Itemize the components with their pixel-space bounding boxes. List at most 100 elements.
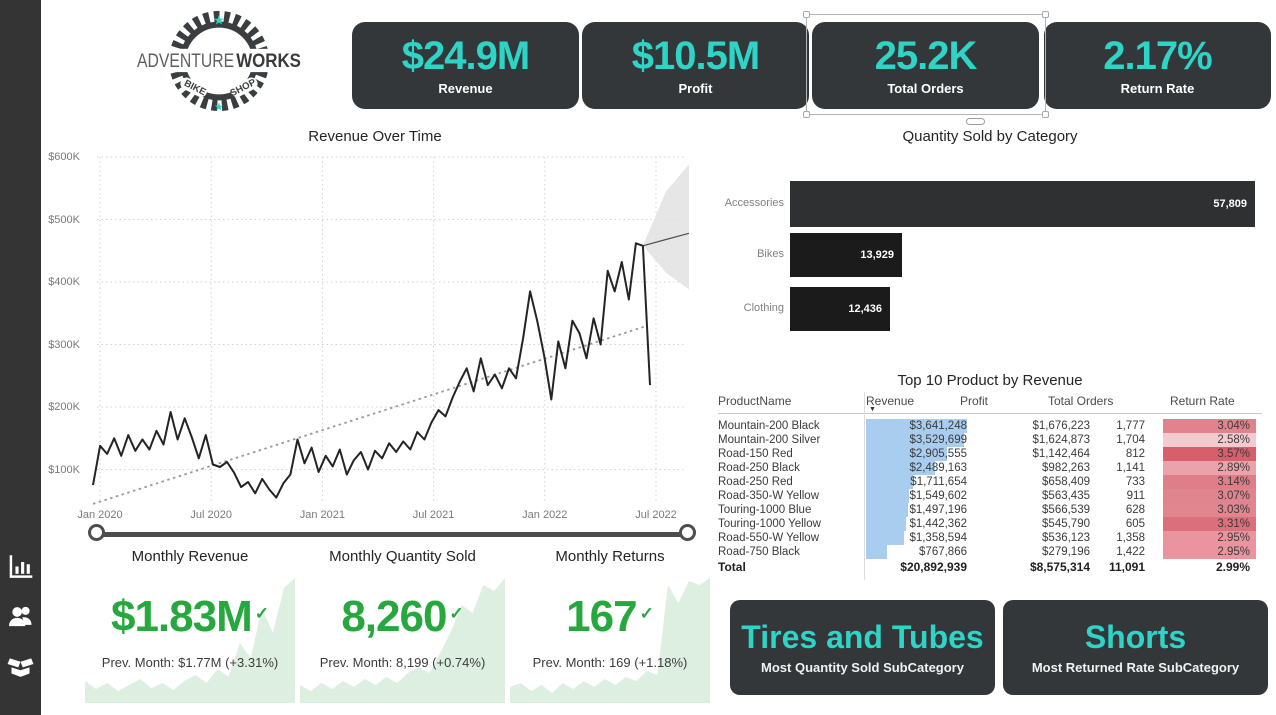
x-axis-tick: Jul 2021 <box>412 509 455 521</box>
table-header[interactable]: ProductName Revenue ▼ Profit Total Order… <box>718 392 1262 414</box>
monthly-returns-title: Monthly Returns <box>555 548 665 565</box>
top-products-table[interactable]: Top 10 Product by Revenue ProductName Re… <box>718 372 1262 580</box>
logo-star-top-icon: ★ <box>213 13 225 28</box>
kpi-label: Revenue <box>438 80 493 96</box>
goal-met-check-icon: ✓ <box>254 604 269 623</box>
kpi-card-total-orders[interactable]: 25.2K Total Orders <box>812 22 1039 109</box>
sort-desc-icon: ▼ <box>869 406 876 413</box>
x-axis-tick: Jul 2020 <box>190 509 232 521</box>
category-label: Clothing <box>743 302 784 314</box>
return-rate-heat-cell: 3.57% <box>1163 447 1256 461</box>
table-row[interactable]: Road-350-W Yellow $1,549,602 $563,435 911 3.… <box>718 489 1262 503</box>
revenue-data-bar <box>866 531 904 545</box>
table-total-row: Total $20,892,939 $8,575,314 11,091 2.99… <box>718 560 1250 574</box>
category-label: Bikes <box>757 248 784 260</box>
nav-sidebar <box>0 0 41 715</box>
x-axis-tick: Jul 2022 <box>635 509 677 521</box>
return-rate-heat-cell: 3.04% <box>1163 419 1256 433</box>
monthly-quantity-title: Monthly Quantity Sold <box>329 548 476 565</box>
table-row[interactable]: Road-250 Red $1,711,654 $658,409 733 3.14% <box>718 475 1262 489</box>
subcategory-label: Most Quantity Sold SubCategory <box>761 659 964 675</box>
monthly-revenue-kpi[interactable]: $1.83M ✓ Prev. Month: $1.77M (+3.31%) <box>85 575 295 703</box>
kpi-card-revenue[interactable]: $24.9M Revenue <box>352 22 579 109</box>
bar-value-label: 13,929 <box>860 249 894 261</box>
bar-value-label: 57,809 <box>1213 198 1247 210</box>
return-rate-heat-cell: 2.89% <box>1163 461 1256 475</box>
return-rate-heat-cell: 3.14% <box>1163 475 1256 489</box>
return-rate-heat-cell: 2.58% <box>1163 433 1256 447</box>
monthly-returns-kpi[interactable]: 167 ✓ Prev. Month: 169 (+1.18%) <box>510 575 710 703</box>
y-axis-tick: $600K <box>48 151 80 163</box>
sparkline-area <box>85 578 295 703</box>
kpi-value: 2.17% <box>1103 33 1212 78</box>
revenue-chart-title: Revenue Over Time <box>308 128 442 145</box>
revenue-data-bar <box>866 475 913 489</box>
y-axis-tick: $400K <box>48 276 80 288</box>
kpi-subtext: Prev. Month: $1.77M (+3.31%) <box>101 655 279 670</box>
kpi-value: 167 <box>566 592 637 641</box>
category-bar-bikes[interactable]: 13,929 <box>790 233 902 277</box>
category-chart-title: Quantity Sold by Category <box>902 128 1078 145</box>
adventureworks-logo: ADVENTURE WORKS BIKE SHOP ★ ★ <box>133 6 305 120</box>
subcategory-value: Tires and Tubes <box>741 618 984 655</box>
table-row[interactable]: Mountain-200 Black $3,641,248 $1,676,223 1,… <box>718 419 1262 433</box>
revenue-line <box>92 242 651 499</box>
product-table-rows: Mountain-200 Black $3,641,248 $1,676,223 1,… <box>718 392 1262 580</box>
subcategory-value: Shorts <box>1084 618 1187 655</box>
kpi-label: Profit <box>678 80 713 96</box>
kpi-value: 8,260 <box>341 592 447 641</box>
logo-brand-bold: WORKS <box>236 51 301 72</box>
kpi-value: 25.2K <box>874 33 978 78</box>
kpi-label: Total Orders <box>887 80 964 96</box>
kpi-card-profit[interactable]: $10.5M Profit <box>582 22 809 109</box>
visual-resize-handle[interactable] <box>966 118 985 125</box>
monthly-quantity-kpi[interactable]: 8,260 ✓ Prev. Month: 8,199 (+0.74%) <box>300 575 505 703</box>
bar-chart-icon[interactable] <box>7 553 34 580</box>
table-row[interactable]: Touring-1000 Blue $1,497,196 $566,539 628 3.… <box>718 503 1262 517</box>
open-box-icon[interactable] <box>7 651 34 678</box>
col-header-profit[interactable]: Profit <box>960 394 989 408</box>
col-header-total-orders[interactable]: Total Orders <box>1048 394 1114 408</box>
kpi-subtext: Prev. Month: 8,199 (+0.74%) <box>319 655 486 670</box>
col-header-return-rate[interactable]: Return Rate <box>1170 394 1235 408</box>
revenue-data-bar <box>866 503 908 517</box>
time-range-slider-handle-right[interactable] <box>679 524 696 541</box>
kpi-value: $1.83M <box>110 592 253 641</box>
y-axis-tick: $300K <box>48 338 80 351</box>
goal-met-check-icon: ✓ <box>449 604 464 623</box>
y-axis-tick: $500K <box>48 213 80 226</box>
table-row[interactable]: Road-750 Black $767,866 $279,196 1,422 2.95% <box>718 545 1262 559</box>
most-returned-subcategory-card[interactable]: Shorts Most Returned Rate SubCategory <box>1003 600 1268 695</box>
revenue-line-chart[interactable] <box>85 150 691 506</box>
gridlines <box>97 156 685 502</box>
table-row[interactable]: Touring-1000 Yellow $1,442,362 $545,790 605… <box>718 517 1262 531</box>
forecast-line <box>642 232 690 247</box>
table-row[interactable]: Road-550-W Yellow $1,358,594 $536,123 1,358… <box>718 531 1262 545</box>
col-header-productname[interactable]: ProductName <box>718 394 792 408</box>
column-divider <box>864 392 865 580</box>
logo-brand-regular: ADVENTURE <box>137 51 234 72</box>
category-label: Accessories <box>724 197 784 209</box>
table-row[interactable]: Road-150 Red $2,905,555 $1,142,464 812 3.57% <box>718 447 1262 461</box>
col-header-revenue[interactable]: Revenue <box>866 394 915 408</box>
table-row[interactable]: Road-250 Black $2,489,163 $982,263 1,141 2.8… <box>718 461 1262 475</box>
trend-line <box>92 324 648 505</box>
people-icon[interactable] <box>7 603 34 630</box>
category-bar-clothing[interactable]: 12,436 <box>790 287 890 331</box>
revenue-data-bar <box>866 447 947 461</box>
kpi-card-return-rate[interactable]: 2.17% Return Rate <box>1044 22 1271 109</box>
most-quantity-subcategory-card[interactable]: Tires and Tubes Most Quantity Sold SubCa… <box>730 600 995 695</box>
time-range-slider-handle-left[interactable] <box>88 524 105 541</box>
revenue-data-bar <box>866 489 909 503</box>
kpi-label: Return Rate <box>1120 80 1195 96</box>
subcategory-label: Most Returned Rate SubCategory <box>1031 659 1240 675</box>
category-bar-accessories[interactable]: 57,809 <box>790 181 1255 227</box>
monthly-revenue-title: Monthly Revenue <box>131 548 249 565</box>
y-axis-tick: $200K <box>48 401 80 413</box>
revenue-data-bar <box>866 461 935 475</box>
time-range-slider-track[interactable] <box>96 532 688 537</box>
x-axis-tick: Jan 2021 <box>299 509 346 521</box>
table-row[interactable]: Mountain-200 Silver $3,529,699 $1,624,873 1… <box>718 433 1262 447</box>
logo-star-bottom-icon: ★ <box>214 102 224 114</box>
x-axis-tick: Jan 2020 <box>77 509 123 521</box>
